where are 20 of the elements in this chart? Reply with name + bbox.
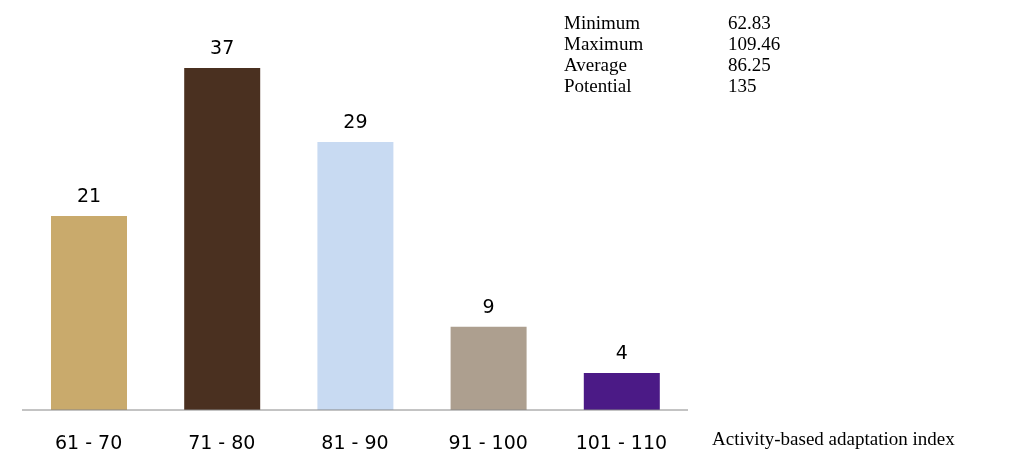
bar (450, 326, 527, 410)
x-tick-label: 101 - 110 (575, 431, 668, 454)
data-label: 37 (210, 36, 235, 58)
text: Potential 135 (564, 75, 757, 96)
data-label: 21 (76, 183, 102, 206)
bar (583, 373, 660, 410)
data-label: 4 (615, 341, 628, 364)
bar (317, 141, 394, 410)
x-tick-label: 61 - 70 (54, 431, 123, 454)
bar (51, 215, 127, 410)
bar (184, 68, 261, 410)
text: Average 86.25 (564, 54, 771, 75)
x-axis-title: Activity-based adaptation index (712, 428, 955, 450)
text: Minimum 62.83 (564, 12, 771, 33)
x-tick-label: 81 - 90 (321, 431, 389, 454)
x-tick-label: 91 - 100 (448, 431, 528, 454)
x-tick-label: 71 - 80 (188, 431, 256, 454)
text: Maximum 109.46 (564, 33, 781, 54)
data-label: 9 (482, 294, 495, 317)
data-label: 29 (343, 109, 368, 132)
